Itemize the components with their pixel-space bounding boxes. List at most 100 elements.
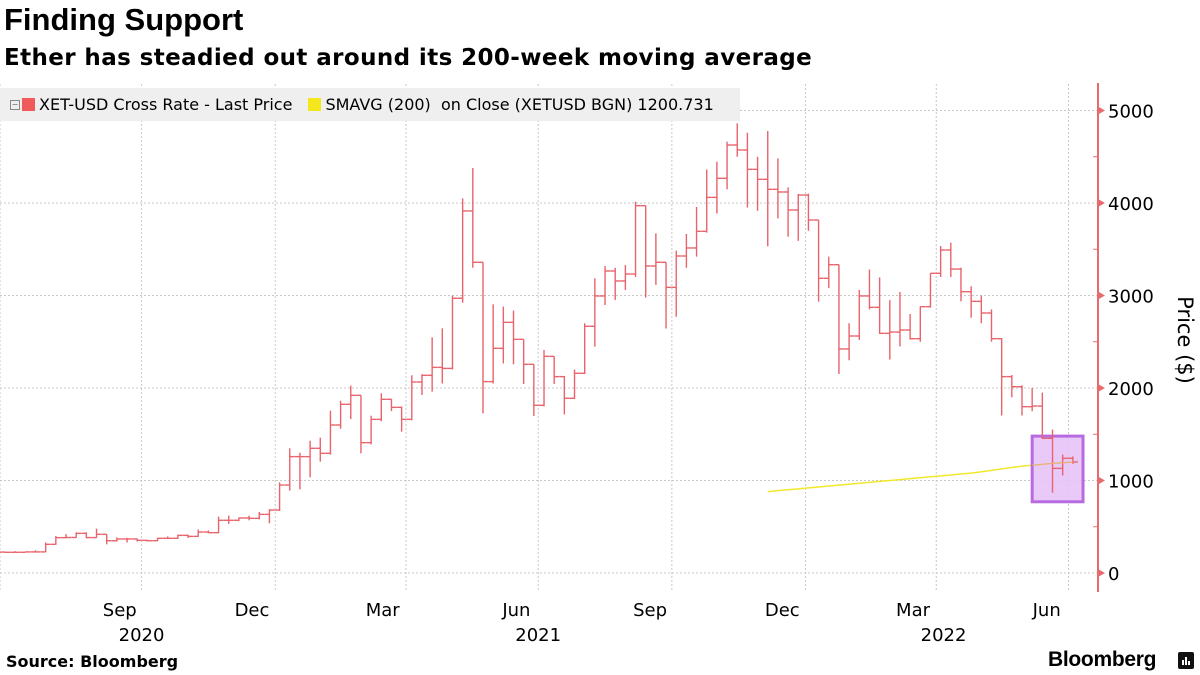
major-tick xyxy=(1098,476,1105,485)
ohlc-bar xyxy=(1027,388,1038,412)
ohlc-bar xyxy=(630,201,641,277)
y-tick-label: 3000 xyxy=(1108,287,1154,308)
ohlc-bar xyxy=(528,363,539,416)
x-tick-label: Mar xyxy=(896,600,931,621)
chart-title: Finding Support xyxy=(4,2,244,37)
ohlc-bar xyxy=(366,415,377,445)
ohlc-bar xyxy=(803,193,814,231)
ohlc-bar xyxy=(111,537,122,542)
ohlc-bar xyxy=(335,400,346,429)
ohlc-bar xyxy=(793,193,804,241)
ohlc-bar xyxy=(1037,392,1048,440)
legend-label-sma: SMAVG (200) on Close (XETUSD BGN) 1200.7… xyxy=(325,95,714,114)
ohlc-bar xyxy=(81,532,92,539)
x-tick-label: Jun xyxy=(501,600,530,621)
ohlc-bar xyxy=(935,246,946,277)
ohlc-bar xyxy=(508,310,519,365)
x-tick-label: Dec xyxy=(765,600,800,621)
x-tick-label: Jun xyxy=(1032,600,1061,621)
ohlc-bar xyxy=(284,448,295,491)
ohlc-bar xyxy=(355,394,366,454)
ohlc-bar xyxy=(437,328,448,384)
price-series xyxy=(0,123,1078,553)
ohlc-bar xyxy=(406,375,417,421)
collapse-legend-icon[interactable]: − xyxy=(10,99,20,110)
ohlc-bar xyxy=(233,517,244,522)
ohlc-bar xyxy=(294,452,305,490)
ohlc-bar xyxy=(183,534,194,538)
sma-line-overlay xyxy=(1032,461,1073,466)
ohlc-bar xyxy=(752,156,763,211)
sma-line xyxy=(767,461,1073,493)
ohlc-bar xyxy=(315,437,326,462)
ohlc-bar xyxy=(925,272,936,308)
y-tick-label: 0 xyxy=(1108,564,1119,585)
legend-swatch-red xyxy=(22,98,35,111)
ohlc-bar xyxy=(579,323,590,375)
ohlc-bar xyxy=(732,123,743,157)
ohlc-bar xyxy=(101,533,112,545)
x-tick-label: Mar xyxy=(366,600,401,621)
ohlc-bar xyxy=(813,219,824,302)
ohlc-bar xyxy=(1017,385,1027,416)
major-tick xyxy=(1098,199,1105,207)
ohlc-bar xyxy=(274,482,285,512)
major-tick xyxy=(1098,569,1105,577)
gridlines xyxy=(0,84,1098,592)
ohlc-bar xyxy=(722,141,733,190)
ohlc-bar xyxy=(955,267,966,302)
ohlc-bar xyxy=(477,261,488,414)
ohlc-bar xyxy=(884,300,895,360)
ohlc-bar xyxy=(152,537,163,542)
legend-item-sma: SMAVG (200) on Close (XETUSD BGN) 1200.7… xyxy=(308,95,714,114)
y-axis-label: Price ($) xyxy=(1173,296,1197,384)
ohlc-bar xyxy=(50,536,61,546)
ohlc-bar xyxy=(976,295,987,324)
legend: − XET-USD Cross Rate - Last Price SMAVG … xyxy=(0,88,740,121)
highlight-layer xyxy=(1030,434,1085,504)
ohlc-bar xyxy=(172,534,183,540)
ohlc-bar xyxy=(874,277,885,335)
ohlc-bar xyxy=(213,516,224,534)
x-axis: Sep Dec Mar Jun Sep Dec Mar Jun 2020 2021 2022 xyxy=(103,600,1061,646)
y-tick-label: 2000 xyxy=(1108,379,1154,400)
ohlc-bar xyxy=(325,410,336,455)
ohlc-bar xyxy=(223,515,234,524)
ohlc-bar xyxy=(376,393,387,422)
sma-series xyxy=(767,461,1073,493)
ohlc-bar xyxy=(30,550,41,553)
ohlc-bar xyxy=(661,261,672,329)
ohlc-bar xyxy=(783,187,794,237)
ohlc-bar xyxy=(305,440,316,478)
legend-label-price: XET-USD Cross Rate - Last Price xyxy=(39,95,293,114)
y-tick-label: 1000 xyxy=(1108,472,1154,493)
ohlc-bar xyxy=(427,337,438,392)
ohlc-bar xyxy=(966,286,977,318)
ohlc-bar xyxy=(244,515,255,521)
legend-swatch-yellow xyxy=(308,98,322,111)
ohlc-bar xyxy=(193,529,204,538)
ohlc-bar xyxy=(996,337,1007,416)
ohlc-bar xyxy=(894,291,905,347)
bloomberg-logo: Bloomberg xyxy=(1048,648,1157,671)
ohlc-bar xyxy=(742,132,753,208)
ohlc-bar xyxy=(711,161,722,214)
source-note: Source: Bloomberg xyxy=(6,652,179,671)
ohlc-bar xyxy=(772,158,783,219)
ohlc-bar xyxy=(549,355,560,385)
x-year-label: 2021 xyxy=(515,625,561,646)
ohlc-bar xyxy=(762,131,773,247)
ohlc-bar xyxy=(488,304,499,384)
x-tick-label: Sep xyxy=(103,600,137,621)
major-tick xyxy=(1098,384,1105,392)
ohlc-bar xyxy=(498,306,509,364)
ohlc-bar xyxy=(457,198,468,303)
ohlc-bar xyxy=(20,551,31,553)
ohlc-bar xyxy=(915,305,926,342)
ohlc-bar xyxy=(61,534,72,539)
ohlc-bar xyxy=(71,532,82,539)
ohlc-bar xyxy=(416,374,427,396)
ohlc-bar xyxy=(640,204,651,298)
x-year-label: 2020 xyxy=(119,625,165,646)
major-tick xyxy=(1098,106,1105,115)
